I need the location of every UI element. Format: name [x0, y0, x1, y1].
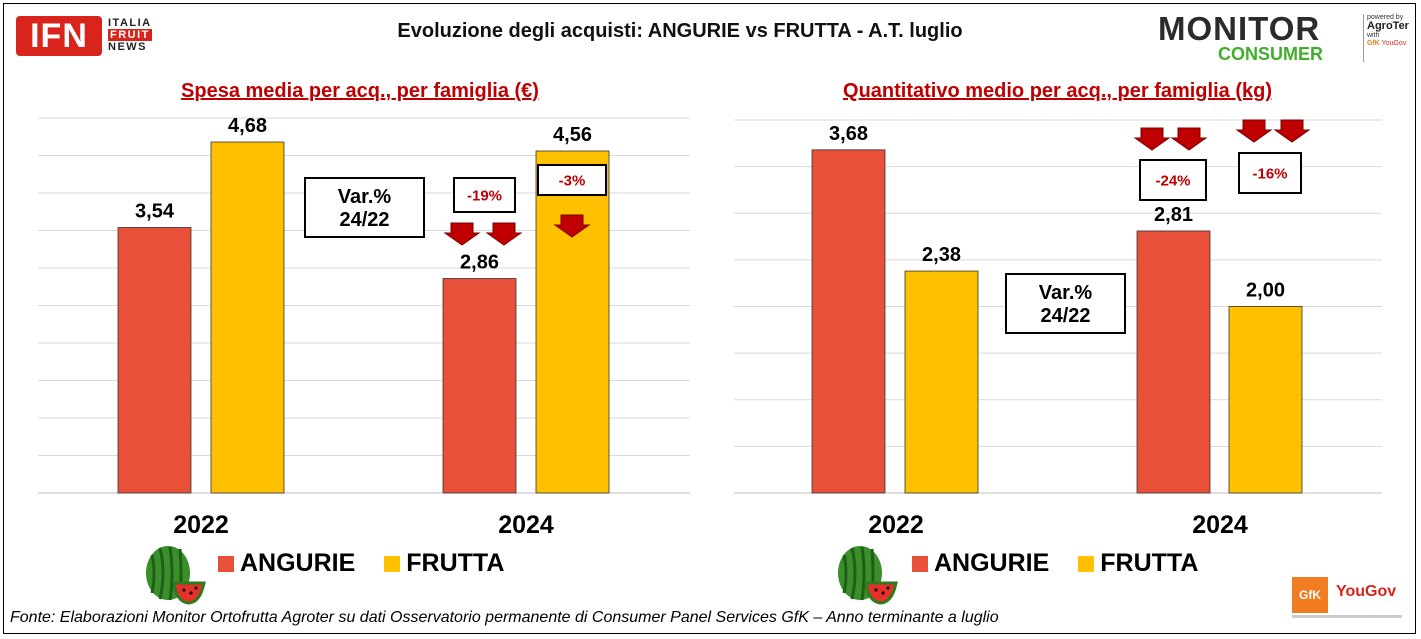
delta-box-angurie-right — [1139, 159, 1207, 201]
down-arrow-icon — [485, 222, 523, 246]
var-box-right — [1005, 273, 1126, 334]
data-label: 4,56 — [553, 124, 592, 146]
legend-label-angurie: ANGURIE — [934, 548, 1050, 577]
legend-swatch-angurie — [218, 556, 234, 573]
chart-right-legend: ANGURIE FRUTTA — [912, 548, 1220, 584]
gfk-small-text: GfK — [1367, 40, 1380, 47]
data-label: 3,54 — [135, 201, 175, 223]
data-label: 2,00 — [1246, 280, 1285, 302]
legend-swatch-frutta — [384, 556, 401, 573]
with-text: with — [1367, 32, 1380, 39]
data-label: 2,38 — [922, 244, 961, 266]
bar-angurie — [1136, 230, 1211, 494]
data-label: 4,68 — [228, 115, 267, 137]
down-arrow-icon — [1235, 119, 1273, 143]
watermelon-icon — [146, 546, 206, 605]
delta-box-frutta-left — [537, 164, 607, 196]
delta-box-frutta-right — [1238, 152, 1302, 194]
legend-item-angurie: ANGURIE — [912, 549, 1049, 578]
monitor-consumer-logo: MONITOR CONSUMER powered by AgroTer with… — [1158, 10, 1409, 65]
x-tick-label: 2024 — [498, 511, 554, 539]
watermelon-icon — [838, 546, 898, 605]
source-footer: Fonte: Elaborazioni Monitor Ortofrutta A… — [10, 609, 999, 626]
chart-left-legend: ANGURIE FRUTTA — [218, 548, 526, 584]
monitor-logo-word2: CONSUMER — [1218, 44, 1324, 64]
delta-box-angurie-right-text: -24% — [1155, 172, 1190, 189]
gfk-logo: GfK — [1292, 577, 1328, 613]
x-tick-label: 2022 — [173, 511, 229, 539]
legend-item-frutta: FRUTTA — [384, 549, 504, 578]
delta-box-frutta-right-text: -16% — [1252, 165, 1287, 182]
chart-frame — [3, 3, 1416, 634]
delta-box-frutta-left-text: -3% — [559, 172, 586, 189]
x-tick-label: 2024 — [1192, 511, 1248, 539]
chart-right-title: Quantitativo medio per acq., per famigli… — [843, 80, 1272, 102]
var-box-left — [304, 177, 425, 238]
brand-logos: GfK YouGov — [1292, 575, 1407, 619]
powered-by-text: powered by — [1367, 14, 1404, 21]
yougov-logo: YouGov — [1336, 583, 1397, 600]
legend-label-angurie: ANGURIE — [240, 548, 356, 577]
bar-frutta — [1228, 306, 1303, 494]
data-label: 2,86 — [460, 252, 499, 274]
ifn-logo-line2: FRUIT — [108, 29, 152, 41]
var-box-left-text: 24/22 — [339, 209, 389, 231]
legend-item-angurie: ANGURIE — [218, 549, 355, 578]
legend-label-frutta: FRUTTA — [406, 548, 505, 577]
ifn-logo: IFN ITALIA FRUIT NEWS — [16, 16, 166, 58]
bar-angurie — [811, 149, 886, 494]
page-title: Evoluzione degli acquisti: ANGURIE vs FR… — [397, 20, 963, 42]
yougov-small-text: YouGov — [1381, 40, 1407, 47]
down-arrow-icon — [1133, 127, 1171, 151]
var-box-left-text: Var.% — [338, 186, 392, 208]
down-arrow-icon — [1170, 127, 1208, 151]
legend-item-frutta: FRUTTA — [1078, 549, 1198, 578]
chart-left-title: Spesa media per acq., per famiglia (€) — [181, 80, 539, 102]
legend-swatch-angurie — [912, 556, 928, 573]
var-box-right-text: Var.% — [1039, 282, 1093, 304]
legend-label-frutta: FRUTTA — [1100, 548, 1199, 577]
delta-box-angurie-left — [453, 177, 516, 213]
var-box-right-text: 24/22 — [1040, 305, 1090, 327]
down-arrow-icon — [553, 214, 591, 238]
ifn-logo-letters: IFN — [16, 16, 102, 56]
delta-box-angurie-left-text: -19% — [467, 187, 502, 204]
agroter-text: AgroTer — [1367, 20, 1409, 32]
bar-frutta — [210, 141, 285, 494]
ifn-logo-line3: NEWS — [108, 41, 147, 53]
ifn-logo-line1: ITALIA — [108, 17, 152, 29]
legend-swatch-frutta — [1078, 556, 1095, 573]
data-label: 3,68 — [829, 123, 868, 145]
bar-angurie — [442, 278, 517, 494]
bar-angurie — [117, 227, 192, 494]
bar-frutta — [535, 150, 610, 494]
data-label: 2,81 — [1154, 204, 1193, 226]
down-arrow-icon — [443, 222, 481, 246]
bar-frutta — [904, 270, 979, 494]
monitor-logo-word1: MONITOR — [1158, 10, 1321, 47]
down-arrow-icon — [1273, 119, 1311, 143]
x-tick-label: 2022 — [868, 511, 924, 539]
